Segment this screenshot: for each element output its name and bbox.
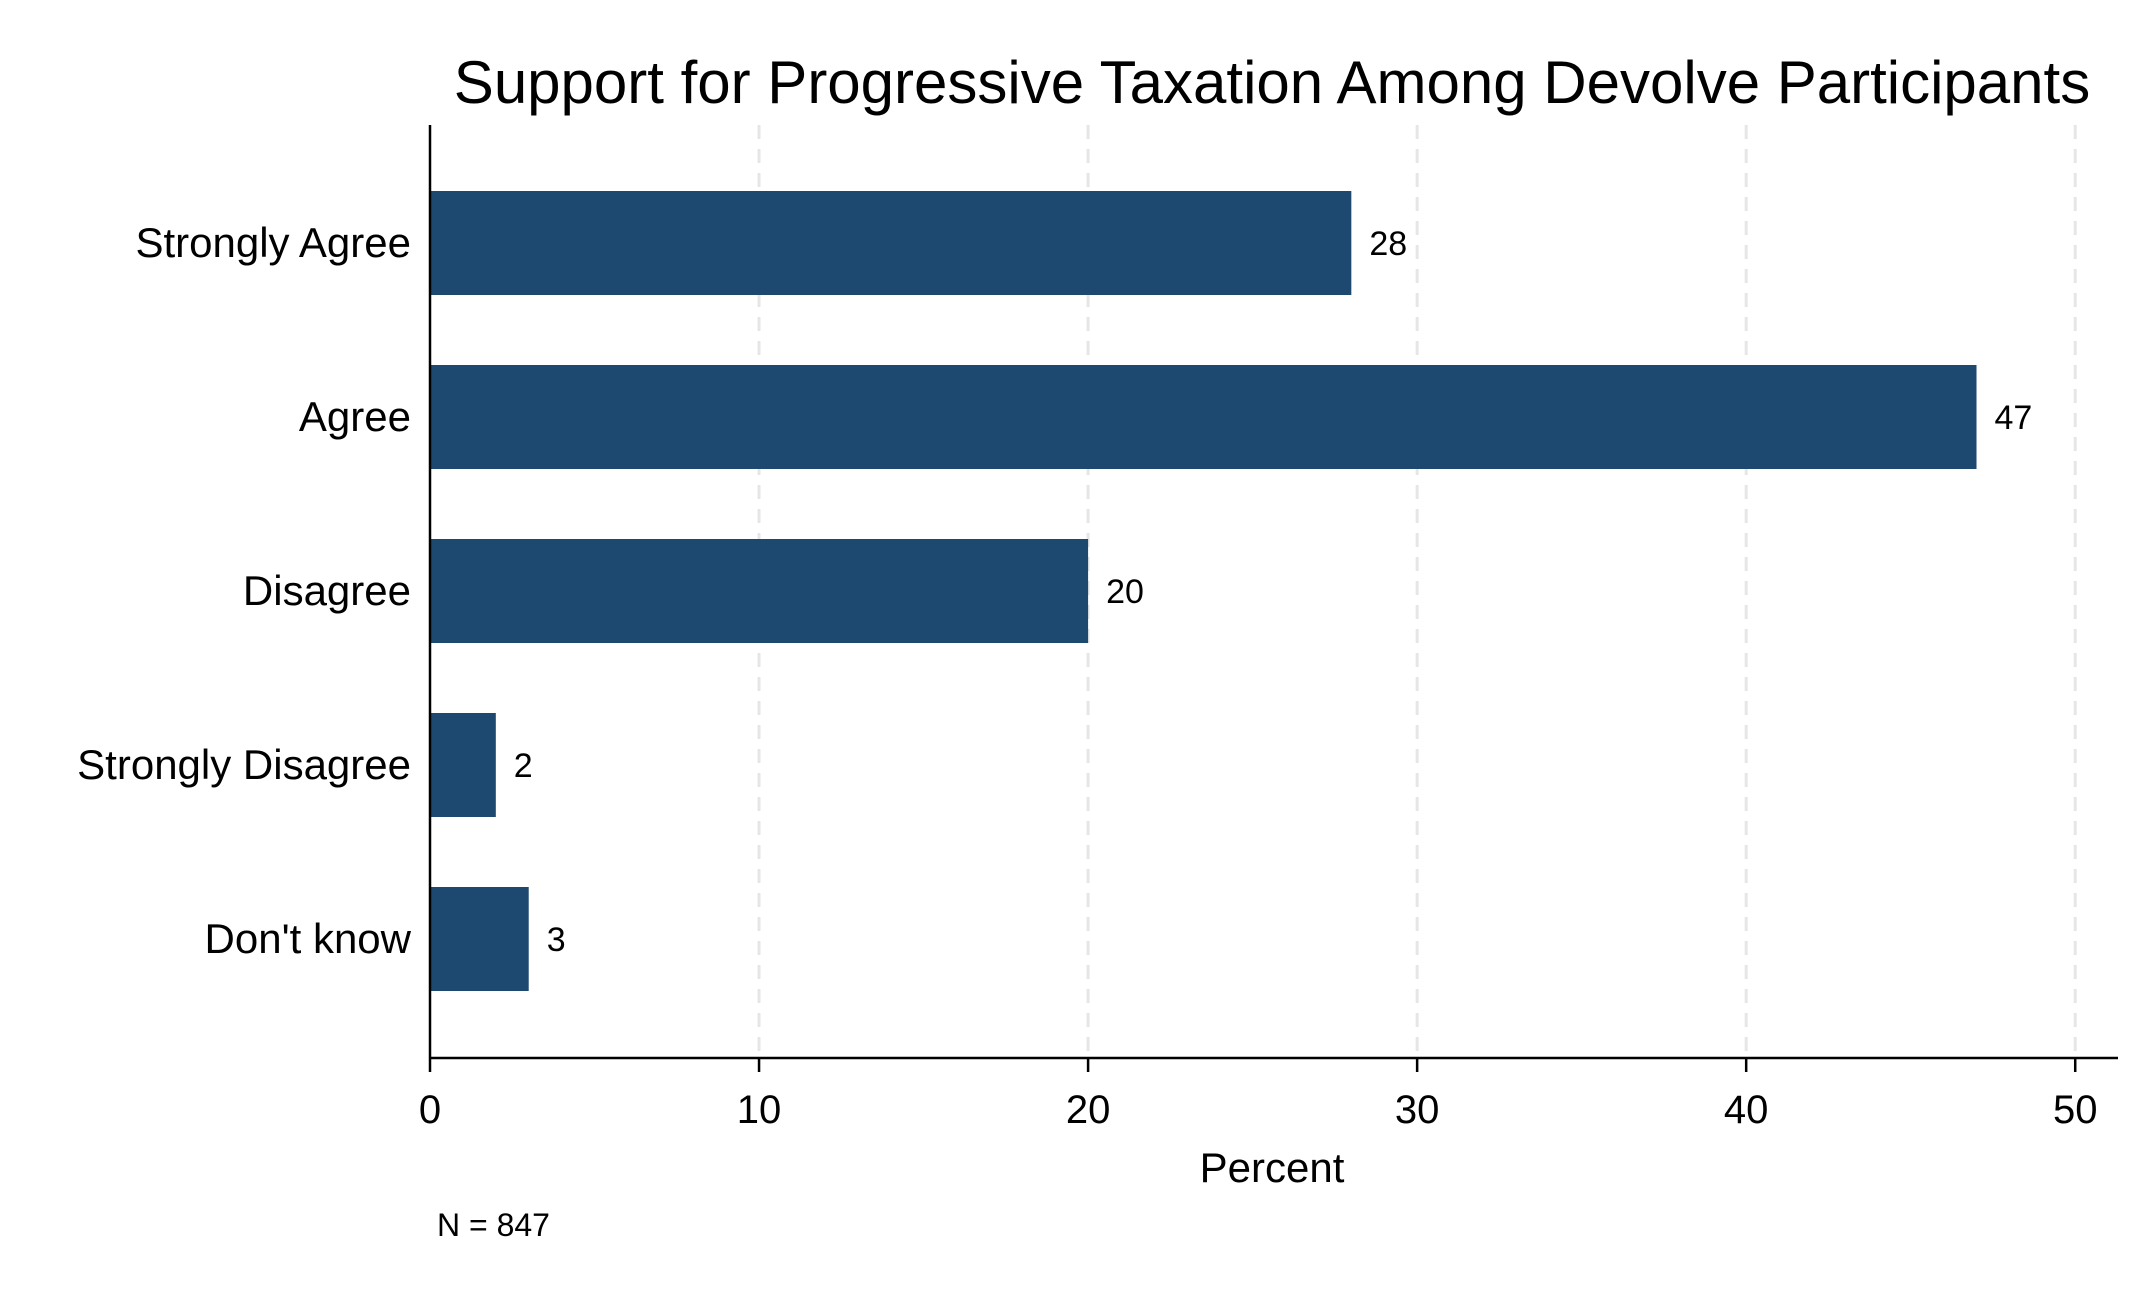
data-label-0: 28 [1369,225,1407,263]
bar-4 [430,887,529,991]
x-tick-label-10: 10 [737,1088,782,1132]
category-label-3: Strongly Disagree [77,741,411,788]
data-label-2: 20 [1106,573,1144,611]
data-label-4: 3 [547,921,566,959]
x-tick-label-20: 20 [1066,1088,1111,1132]
x-tick-label-30: 30 [1395,1088,1440,1132]
x-tick-label-0: 0 [419,1088,441,1132]
x-tick-label-40: 40 [1724,1088,1769,1132]
bar-0 [430,191,1352,295]
category-label-1: Agree [299,393,411,440]
data-label-3: 2 [514,747,533,785]
bar-3 [430,713,496,817]
chart-title: Support for Progressive Taxation Among D… [454,49,2090,116]
category-label-2: Disagree [243,567,411,614]
x-axis-title: Percent [1200,1144,1345,1191]
data-label-1: 47 [1995,399,2033,437]
category-label-4: Don't know [205,915,412,962]
axes [428,125,2118,1072]
x-tick-label-50: 50 [2053,1088,2098,1132]
category-label-0: Strongly Agree [135,219,411,266]
bar-2 [430,539,1089,643]
bars [430,191,1977,991]
sample-size-note: N = 847 [437,1207,550,1243]
bar-1 [430,365,1977,469]
